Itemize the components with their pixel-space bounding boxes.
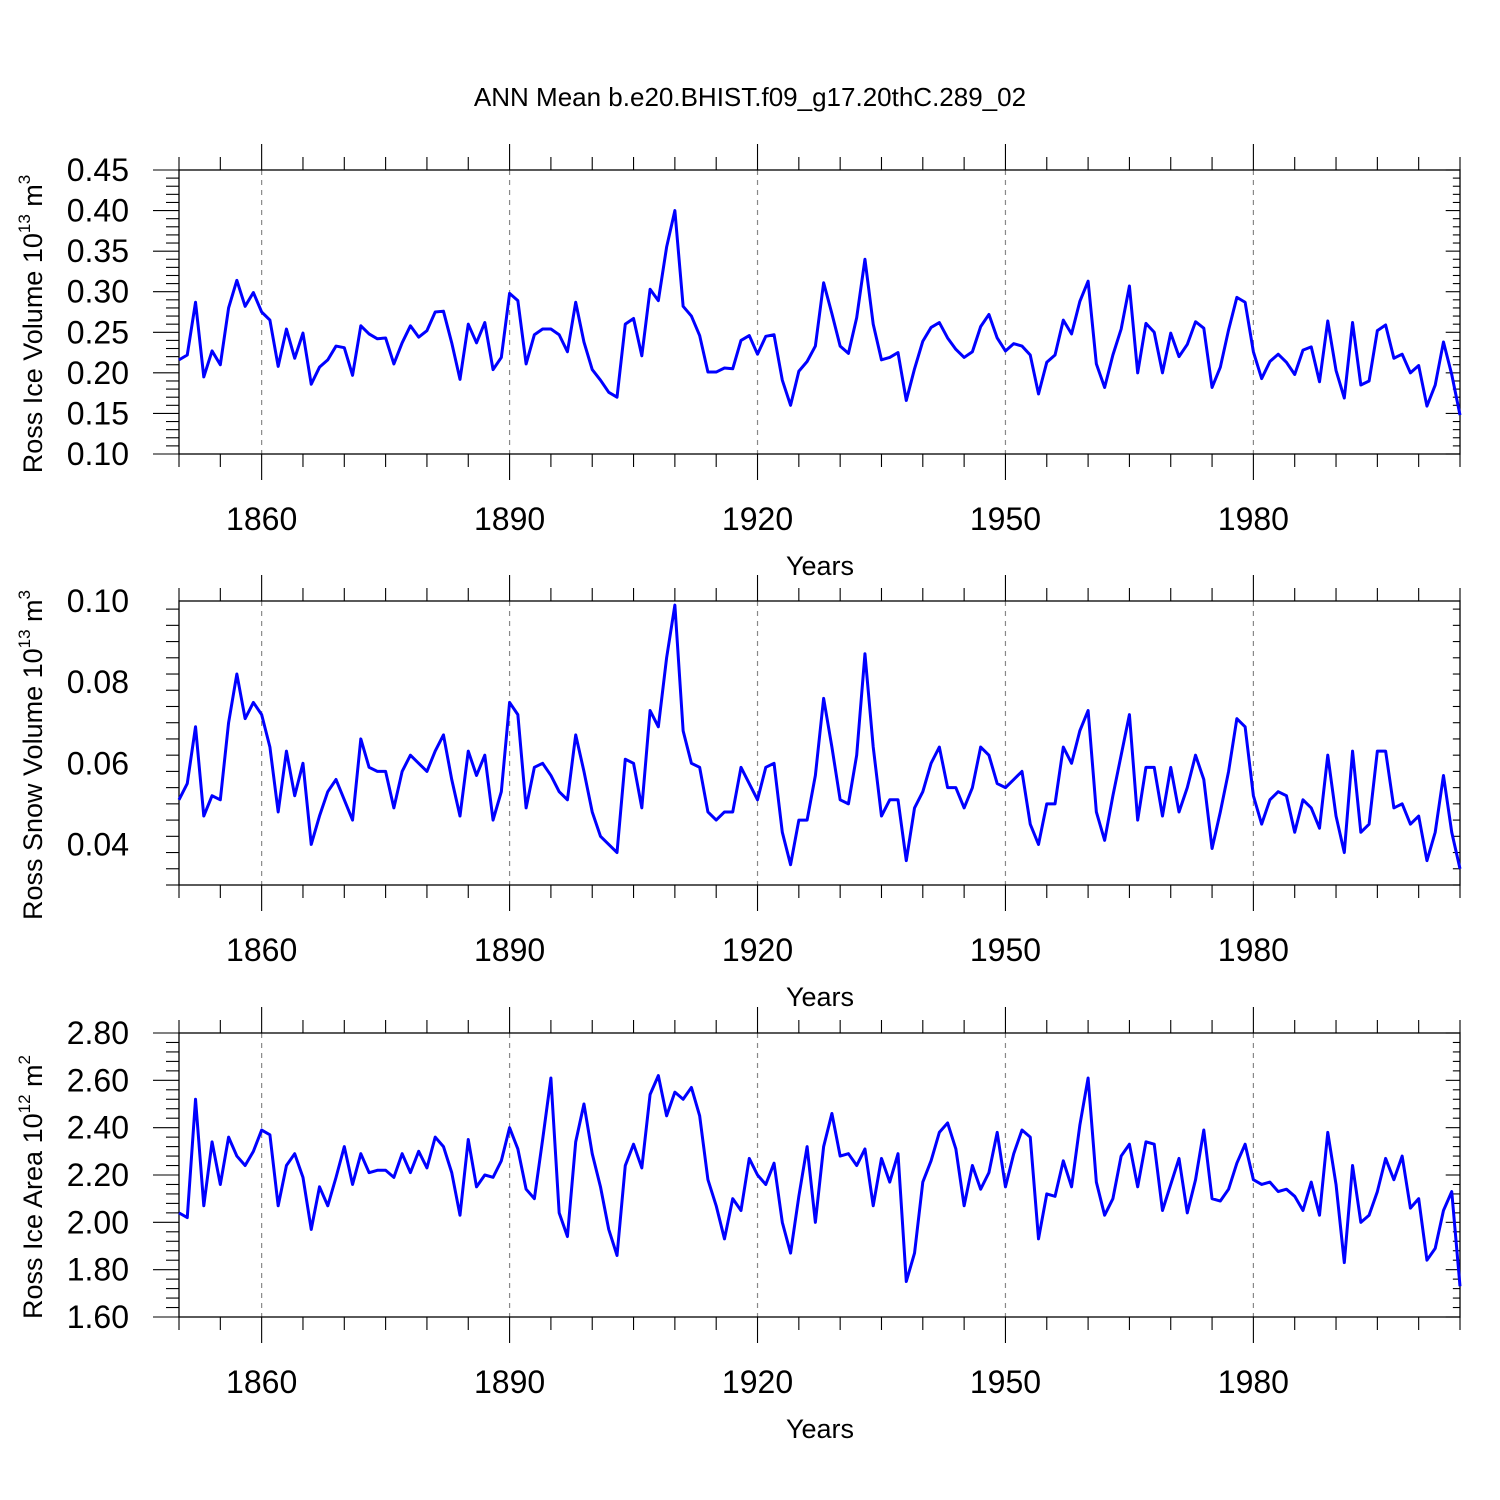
panel-3: 1860 1890 1920 1950 1980 Years 1.60 1.80 2.00 2.2… [15,1007,1462,1444]
y-axis-label-text: Ross Snow Volume 10 [18,648,48,920]
y-axis-label-unit-exponent: 3 [15,175,34,184]
y-axis-label-unit-exponent: 3 [15,590,34,599]
x-tick-label: 1980 [1218,501,1289,537]
y-axis-label-unit: m [18,184,48,214]
x-tick-label: 1920 [722,1364,793,1400]
y-tick-label: 0.30 [67,274,129,310]
x-tick-label: 1890 [474,1364,545,1400]
y-tick-label: 2.20 [67,1157,129,1193]
x-tick-label: 1950 [970,932,1041,968]
y-axis-label-exponent: 13 [15,629,34,648]
y-axis-label: Ross Snow Volume 1013 m3 [15,590,48,920]
y-tick-label: 2.80 [67,1015,129,1051]
panel-2: 1860 1890 1920 1950 1980 Years 0.04 0.06 0.08 0.1… [15,575,1462,1012]
x-tick-label: 1950 [970,1364,1041,1400]
x-tick-label: 1950 [970,501,1041,537]
plot-frame [178,169,1461,455]
x-tick-label: 1890 [474,932,545,968]
x-axis-label: Years [786,1414,854,1444]
x-tick-label: 1920 [722,501,793,537]
y-tick-label: 1.60 [67,1299,129,1335]
y-tick-label: 0.20 [67,355,129,391]
series-line [178,209,1462,416]
chart-title: ANN Mean b.e20.BHIST.f09_g17.20thC.289_0… [474,82,1026,112]
x-axis-label: Years [786,982,854,1012]
y-tick-label: 2.40 [67,1110,129,1146]
y-tick-label: 0.45 [67,152,129,188]
y-axis-label-unit-exponent: 2 [15,1055,34,1064]
y-tick-label: 0.08 [67,664,129,700]
x-tick-label: 1890 [474,501,545,537]
y-axis-label-exponent: 12 [15,1094,34,1113]
y-tick-label: 2.60 [67,1062,129,1098]
x-tick-label: 1860 [226,501,297,537]
y-axis-label-unit: m [18,1064,48,1094]
y-axis-label: Ross Ice Volume 1013 m3 [15,175,48,474]
y-tick-label: 0.04 [67,826,129,862]
y-axis-label-text: Ross Ice Area 10 [18,1113,48,1319]
y-tick-label: 0.35 [67,233,129,269]
y-tick-label: 0.06 [67,745,129,781]
x-tick-label: 1860 [226,932,297,968]
series-line [177,603,1462,870]
x-tick-label: 1980 [1218,932,1289,968]
y-axis-label-text: Ross Ice Volume 10 [18,233,48,473]
x-tick-label: 1920 [722,932,793,968]
y-tick-label: 1.80 [67,1252,129,1288]
x-tick-label: 1980 [1218,1364,1289,1400]
y-tick-label: 0.40 [67,193,129,229]
y-tick-label: 2.00 [67,1204,129,1240]
x-tick-label: 1860 [226,1364,297,1400]
series-line [178,1074,1462,1287]
y-tick-label: 0.15 [67,395,129,431]
plot-frame [178,600,1461,886]
y-tick-label: 0.10 [67,583,129,619]
x-axis-label: Years [786,551,854,581]
y-axis-label-unit: m [18,599,48,629]
y-tick-label: 0.10 [67,436,129,472]
y-axis-label: Ross Ice Area 1012 m2 [15,1055,48,1319]
panel-1: 1860 1890 1920 1950 1980 Years 0.10 0.15 0.20 0.2… [15,144,1462,581]
y-axis-label-exponent: 13 [15,214,34,233]
y-tick-label: 0.25 [67,314,129,350]
